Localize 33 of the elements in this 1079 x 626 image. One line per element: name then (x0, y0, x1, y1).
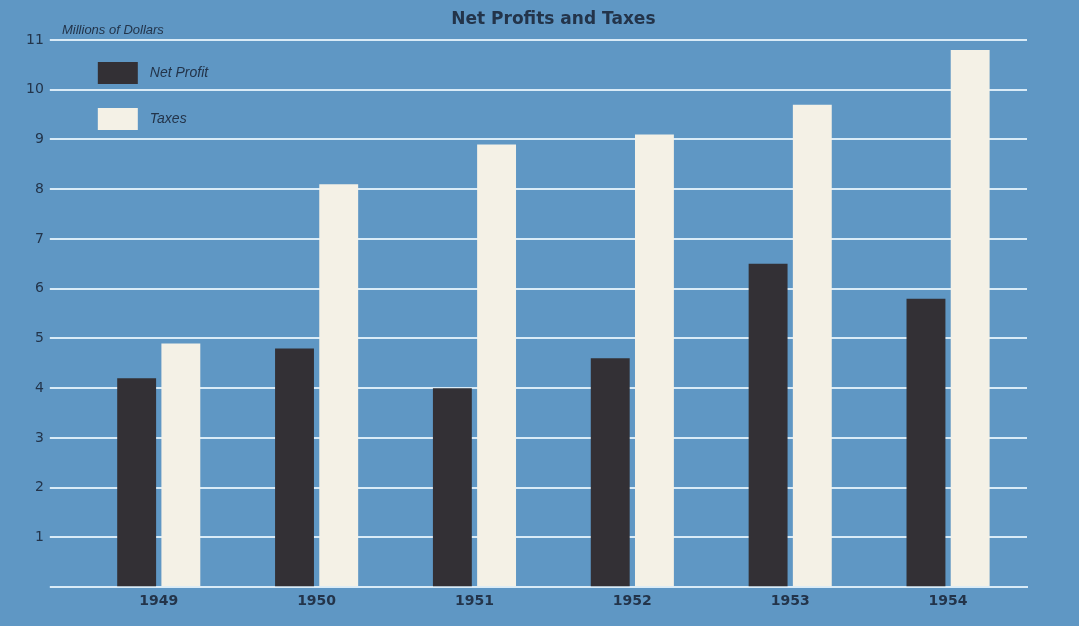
chart-title: Net Profits and Taxes (451, 8, 656, 29)
bar (906, 298, 946, 587)
y-tick-label: 11 (25, 30, 44, 47)
x-tick-label: 1954 (928, 592, 968, 609)
y-tick-label: 4 (34, 378, 44, 395)
x-tick-label: 1950 (297, 592, 337, 609)
bar (792, 104, 832, 587)
y-tick-label: 8 (34, 179, 44, 196)
bar (477, 144, 517, 587)
y-tick-label: 6 (34, 279, 44, 296)
x-tick-label: 1953 (770, 592, 810, 609)
y-tick-label: 5 (34, 329, 44, 346)
x-tick-label: 1951 (454, 592, 494, 609)
bar (319, 184, 359, 587)
y-tick-label: 10 (25, 80, 44, 97)
y-tick-label: 7 (34, 229, 44, 246)
x-tick-label: 1949 (139, 592, 179, 609)
bar (432, 388, 472, 587)
y-tick-label: 2 (34, 478, 44, 495)
bar (748, 263, 788, 587)
bar (590, 358, 630, 587)
legend-label: Taxes (149, 109, 187, 126)
y-tick-label: 3 (34, 428, 44, 445)
y-tick-label: 9 (34, 130, 44, 147)
bar (117, 378, 157, 587)
bar (634, 134, 674, 587)
y-tick-label: 1 (34, 528, 44, 545)
bar (950, 49, 990, 587)
x-tick-label: 1952 (612, 592, 652, 609)
bar (161, 343, 201, 587)
legend-label: Net Profit (149, 63, 210, 80)
y-axis-title: Millions of Dollars (62, 22, 165, 38)
bar (275, 348, 314, 587)
